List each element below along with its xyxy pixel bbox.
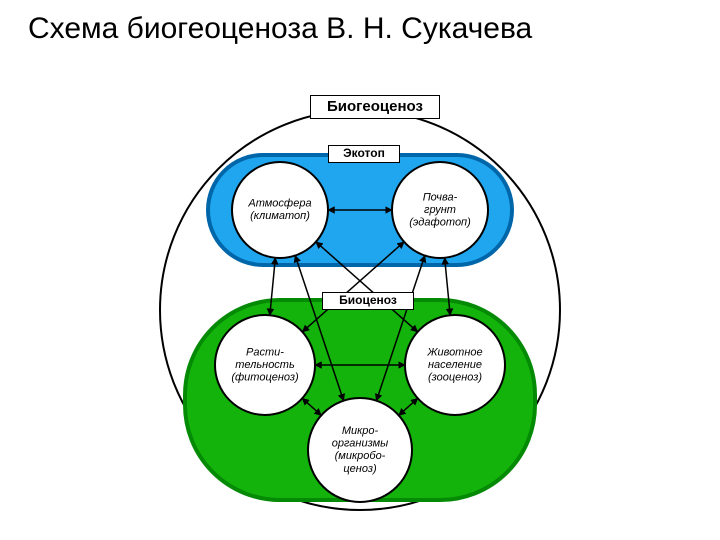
svg-text:Атмосфера: Атмосфера [247,198,311,210]
svg-text:организмы: организмы [332,438,388,450]
label-ecotop-text: Экотоп [343,147,385,160]
svg-text:(климатоп): (климатоп) [250,210,310,222]
svg-text:население: население [428,359,482,371]
svg-text:(эдафотоп): (эдафотоп) [409,217,471,229]
page-title: Схема биогеоценоза В. Н. Сукачева [0,12,720,46]
svg-text:(микробо-: (микробо- [335,450,386,462]
svg-text:грунт: грунт [424,204,456,216]
svg-text:Микро-: Микро- [342,425,379,437]
diagram-container: Атмосфера(климатоп) Почва-грунт(эдафотоп)… [150,75,570,520]
svg-text:Расти-: Расти- [246,346,284,358]
label-ecotop: Экотоп [328,145,400,163]
svg-text:ценоз): ценоз) [343,463,377,475]
svg-text:тельность: тельность [235,359,295,371]
svg-text:Животное: Животное [426,346,482,358]
label-biogeocenosis-text: Биогеоценоз [327,99,423,116]
label-biocenosis: Биоценоз [322,292,414,310]
svg-text:(зооценоз): (зооценоз) [428,372,482,384]
label-biogeocenosis: Биогеоценоз [310,95,440,119]
label-biocenosis-text: Биоценоз [339,294,397,307]
svg-text:(фитоценоз): (фитоценоз) [231,372,299,384]
svg-text:Почва-: Почва- [423,191,458,203]
title-text: Схема биогеоценоза В. Н. Сукачева [28,12,532,45]
